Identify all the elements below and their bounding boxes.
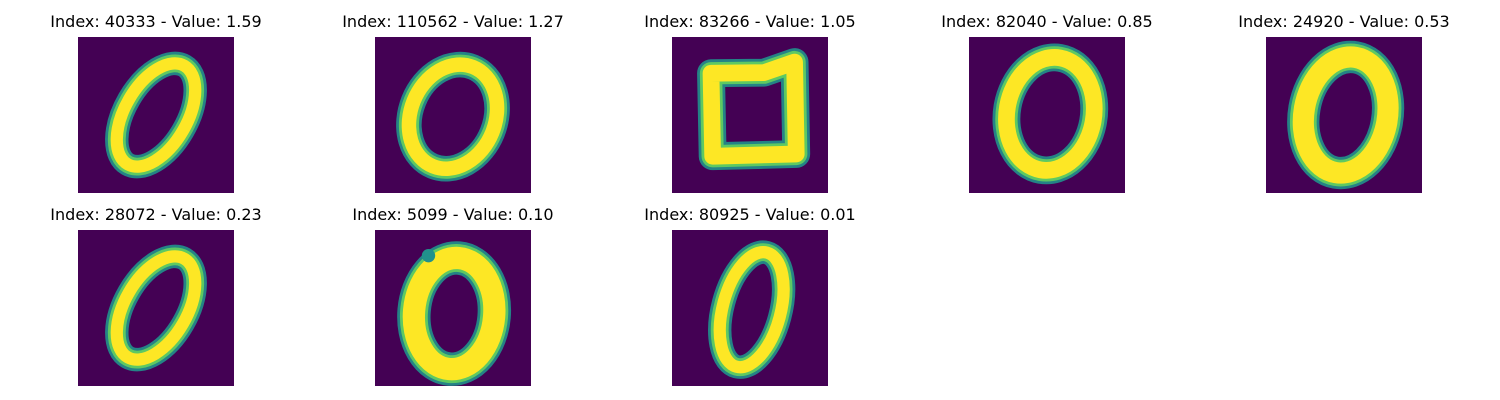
panel-title: Index: 24920 - Value: 0.53 [1238,12,1450,31]
digit-image [969,37,1125,193]
digit-stroke-core [998,49,1103,179]
digit-stroke-nub [421,248,436,263]
image-panel: Index: 82040 - Value: 0.85 [917,8,1177,193]
digit-stroke-core [110,250,202,366]
image-panel: Index: 40333 - Value: 1.59 [26,8,286,193]
digit-stroke-core [702,53,805,165]
image-panel: Index: 80925 - Value: 0.01 [620,201,880,386]
image-panel: Index: 110562 - Value: 1.27 [323,8,583,193]
digit-image [78,37,234,193]
digit-image [78,230,234,386]
digit-stroke-core [713,246,790,374]
panel-title: Index: 110562 - Value: 1.27 [342,12,564,31]
digit-image [375,37,531,193]
digit-image [1266,37,1422,193]
digit-stroke-core [401,57,505,176]
panel-title: Index: 40333 - Value: 1.59 [50,12,262,31]
digit-stroke-core [402,246,506,381]
digit-image [672,37,828,193]
image-panel: Index: 24920 - Value: 0.53 [1214,8,1474,193]
digit-stroke-core [1292,46,1399,184]
panel-title: Index: 28072 - Value: 0.23 [50,205,262,224]
panel-title: Index: 80925 - Value: 0.01 [644,205,856,224]
digit-stroke-core [110,57,202,173]
image-panel: Index: 28072 - Value: 0.23 [26,201,286,386]
panel-title: Index: 83266 - Value: 1.05 [644,12,856,31]
panel-title: Index: 5099 - Value: 0.10 [352,205,554,224]
digit-image [672,230,828,386]
panel-title: Index: 82040 - Value: 0.85 [941,12,1153,31]
image-panel: Index: 83266 - Value: 1.05 [620,8,880,193]
image-panel: Index: 5099 - Value: 0.10 [323,201,583,386]
digit-image [375,230,531,386]
